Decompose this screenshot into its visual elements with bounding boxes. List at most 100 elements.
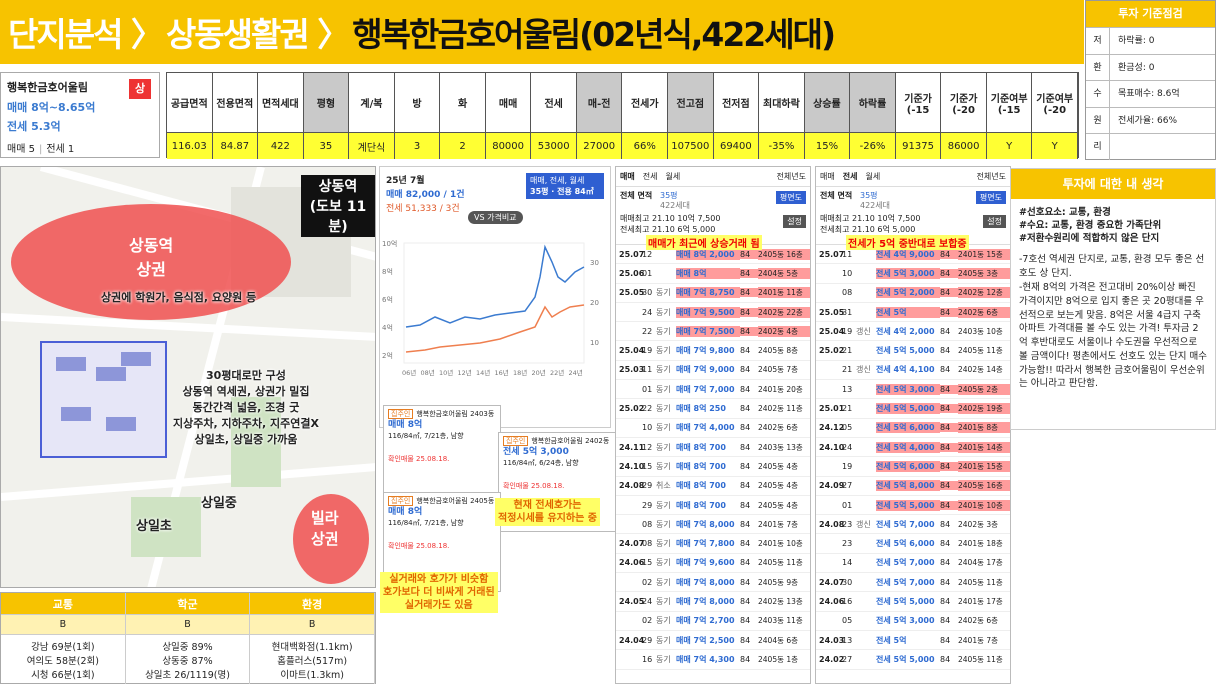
trade-row: 25.02 22 동기 매매 8억 250 84 2402동 11층 <box>616 399 810 419</box>
trade-row: 16 동기 매매 7억 4,300 84 2405동 1층 <box>616 650 810 670</box>
trade-month: 25.07 <box>819 249 845 259</box>
trade-unit: 2401동 7층 <box>758 519 799 529</box>
trade-day: 21 <box>842 346 853 356</box>
trade-price: 전세 5억 7,000 <box>876 577 935 587</box>
trade-row: 24.08 23 갱신 전세 5억 7,000 84 2402동 3층 <box>816 515 1010 535</box>
spec-value: -35% <box>759 133 805 159</box>
spec-value: Y <box>1032 133 1078 159</box>
trade-unit: 2401동 14층 <box>958 441 1010 453</box>
y-tick-label: 4억 <box>382 324 393 332</box>
trade-tag: 동기 <box>656 404 671 414</box>
trade-month: 25.04 <box>619 346 645 356</box>
trade-unit: 2403동 13층 <box>758 442 803 452</box>
spec-value: 15% <box>804 133 851 159</box>
setting-button[interactable]: 설정 <box>783 215 806 228</box>
trade-price: 전세 5억 2,000 <box>876 287 940 299</box>
trade-price: 매매 7억 7,800 <box>676 539 735 549</box>
spec-header: 공급면적 <box>167 73 213 133</box>
building <box>61 407 91 421</box>
trade-row: 24.12 05 전세 5억 6,000 84 2401동 8층 <box>816 419 1010 438</box>
trade-tab[interactable]: 전세 <box>842 172 858 181</box>
trade-tab[interactable]: 매매 <box>620 172 635 181</box>
trade-tag: 동기 <box>656 596 671 606</box>
map-label: 상일중 <box>201 496 237 511</box>
trade-tag: 동기 <box>656 307 671 317</box>
trade-day: 19 <box>842 326 853 336</box>
trade-unit: 2402동 19층 <box>958 403 1010 415</box>
trade-price: 매매 7억 9,600 <box>676 558 735 568</box>
plan-button[interactable]: 평면도 <box>975 191 1006 204</box>
trade-day: 21 <box>842 404 853 414</box>
size-label: 35평 <box>660 191 678 200</box>
trade-price: 매매 7억 4,300 <box>676 654 735 664</box>
trade-price: 매매 7억 9,500 <box>676 306 740 318</box>
trade-area: 84 <box>740 558 751 568</box>
trade-row: 25.04 19 동기 매매 7억 9,800 84 2405동 8층 <box>616 341 810 361</box>
criteria-row: 수 목표매수: 8.6억 <box>1086 80 1215 107</box>
trade-list: 매매 전세 월세 전체년도 전체 면적 35평 422세대 평면도 매매최고 21.10 10억… <box>815 166 1011 684</box>
trade-day: 24 <box>642 596 653 606</box>
listing-name: 행복한금호어울림 2405동 <box>416 497 495 505</box>
trade-tab[interactable]: 전세 <box>642 172 658 181</box>
y-tick-label: 6억 <box>382 296 393 304</box>
trade-area: 84 <box>940 384 958 394</box>
trade-day: 21 <box>842 365 853 375</box>
trade-month: 24.06 <box>619 558 645 568</box>
trade-price: 전세 4억 4,100 <box>876 365 935 375</box>
score-grade: B <box>1 615 126 635</box>
trade-area: 84 <box>940 423 958 433</box>
header: 단지분석 〉 상동생활권 〉 행복한금호어울림(02년식,422세대) <box>0 0 1084 64</box>
trade-unit: 2402동 6층 <box>958 616 999 626</box>
breadcrumb: 행복한금호어울림(02년식,422세대) <box>352 15 836 54</box>
trade-area: 84 <box>940 577 951 587</box>
trade-unit: 2405동 11층 <box>758 558 803 568</box>
complex-name: 행복한금호어울림 <box>7 81 88 94</box>
trade-tab[interactable]: 월세 <box>865 172 881 181</box>
thoughts-panel: 투자에 대한 내 생각 #선호요소: 교통, 환경 #수요: 교통, 환경 중요한 … <box>1010 168 1216 430</box>
setting-button[interactable]: 설정 <box>983 215 1006 228</box>
trade-tab[interactable]: 매매 <box>820 172 835 181</box>
criteria-row: 원 전세가율: 66% <box>1086 106 1215 134</box>
breadcrumb: 단지분석 〉 <box>8 15 164 54</box>
spec-value: Y <box>986 133 1033 159</box>
trade-day: 01 <box>642 268 653 278</box>
trade-tag: 동기 <box>656 346 671 356</box>
max-sale: 매매최고 21.10 10억 7,500 <box>820 214 921 223</box>
compare-button: VS 가격비교 <box>468 211 523 224</box>
trade-price: 매매 7억 8,000 <box>676 519 735 529</box>
trade-row: 29 동기 매매 8억 700 84 2405동 4층 <box>616 496 810 516</box>
trade-unit: 2405동 4층 <box>758 481 799 491</box>
score-line: 강남 69분(1회) <box>31 641 95 653</box>
trade-row: 23 전세 5억 6,000 84 2401동 18층 <box>816 534 1010 554</box>
max-sale: 매매최고 21.10 10억 7,500 <box>620 214 721 223</box>
trade-price: 매매 7억 8,000 <box>676 596 735 606</box>
trade-month: 24.07 <box>619 539 645 549</box>
trade-row: 02 동기 매매 7억 2,700 84 2403동 11층 <box>616 612 810 631</box>
trade-unit: 2401동 10층 <box>958 499 1010 511</box>
trade-price: 매매 7억 8,000 <box>676 577 735 587</box>
trade-price: 전세 5억 5,000 <box>876 596 935 606</box>
period-select[interactable]: 전체년도 <box>776 172 806 181</box>
trade-day: 30 <box>642 288 653 298</box>
score-line: 상일중 89% <box>162 641 213 653</box>
trade-area: 84 <box>740 249 758 259</box>
commercial-zone <box>293 494 369 584</box>
x-tick-label: 24년 <box>568 369 583 377</box>
area-label: 전체 면적 <box>820 191 853 200</box>
trade-price: 매매 7억 2,500 <box>676 635 735 645</box>
area-label: 전체 면적 <box>620 191 653 200</box>
listing-detail: 116/84㎡, 7/21층, 남향 <box>388 431 464 440</box>
trade-tab[interactable]: 월세 <box>665 172 681 181</box>
trade-area: 84 <box>940 558 951 568</box>
plan-button[interactable]: 평면도 <box>775 191 806 204</box>
trade-price: 매매 7억 9,800 <box>676 346 735 356</box>
trade-tabs: 매매 전세 월세 전체년도 <box>816 167 1010 187</box>
trade-row: 02 동기 매매 7억 8,000 84 2405동 9층 <box>616 573 810 593</box>
trade-price: 전세 5억 6,000 <box>876 422 940 434</box>
thoughts-body: -7호선 역세권 단지로, 교통, 환경 모두 좋은 선호도 상 단지. -현재… <box>1019 254 1207 390</box>
trade-price: 전세 5억 6,000 <box>876 460 940 472</box>
jeonse-trend <box>405 304 585 353</box>
score-header: 학군 <box>125 593 251 615</box>
sale-trend <box>405 244 585 328</box>
period-select[interactable]: 전체년도 <box>976 172 1006 181</box>
